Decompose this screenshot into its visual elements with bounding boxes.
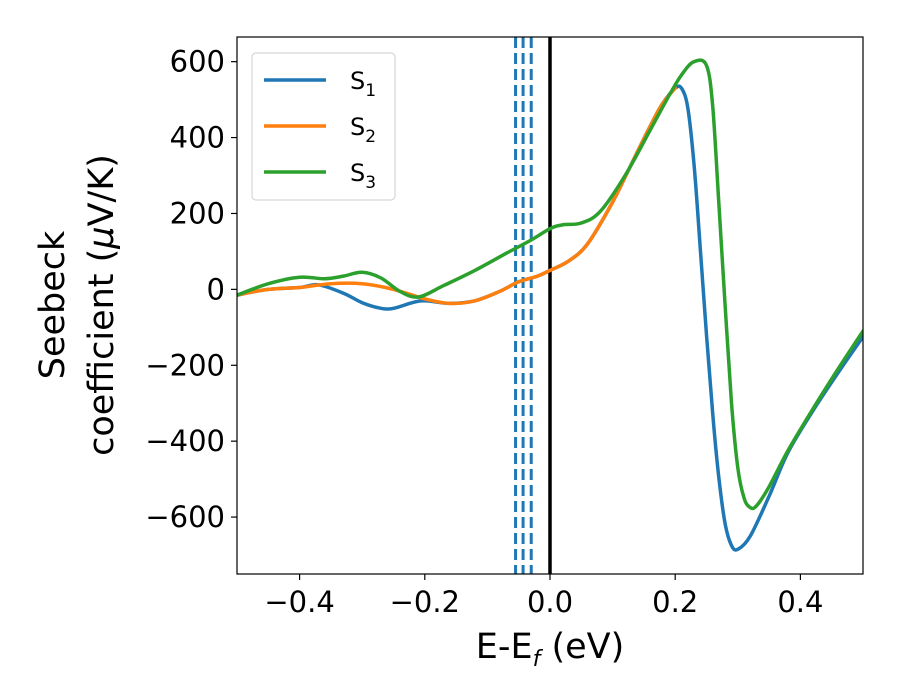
legend-label-3: S3 xyxy=(350,159,376,193)
x-tick-label: −0.2 xyxy=(390,585,460,619)
y-tick-label: 600 xyxy=(170,45,225,79)
series-line-3 xyxy=(237,58,863,511)
x-tick-label: −0.4 xyxy=(264,585,334,619)
y-tick-label: 400 xyxy=(170,121,225,155)
y-axis-title-line2: coefficient (μV/K) xyxy=(82,154,122,456)
y-tick-label: −400 xyxy=(145,424,225,458)
axis-ticks: −0.4 −0.2 0.0 0.2 0.4 600 400 200 0 −200 −400 −600 xyxy=(145,45,823,619)
plot-area xyxy=(237,37,863,574)
legend-label-2: S2 xyxy=(350,113,376,147)
x-tick-label: 0.0 xyxy=(527,585,573,619)
y-axis-title-line1: Seebeck xyxy=(33,230,73,379)
x-tick-label: 0.4 xyxy=(777,585,823,619)
y-tick-label: 200 xyxy=(170,196,225,230)
y-axis-title: Seebeck coefficient (μV/K) xyxy=(33,154,122,456)
y-tick-label: −200 xyxy=(145,348,225,382)
x-axis-title: E-Ef (eV) xyxy=(476,627,625,672)
y-tick-label: 0 xyxy=(207,272,225,306)
legend: S1 S2 S3 xyxy=(251,52,396,201)
x-tick-label: 0.2 xyxy=(652,585,698,619)
y-tick-label: −600 xyxy=(145,500,225,534)
legend-label-1: S1 xyxy=(350,67,376,101)
